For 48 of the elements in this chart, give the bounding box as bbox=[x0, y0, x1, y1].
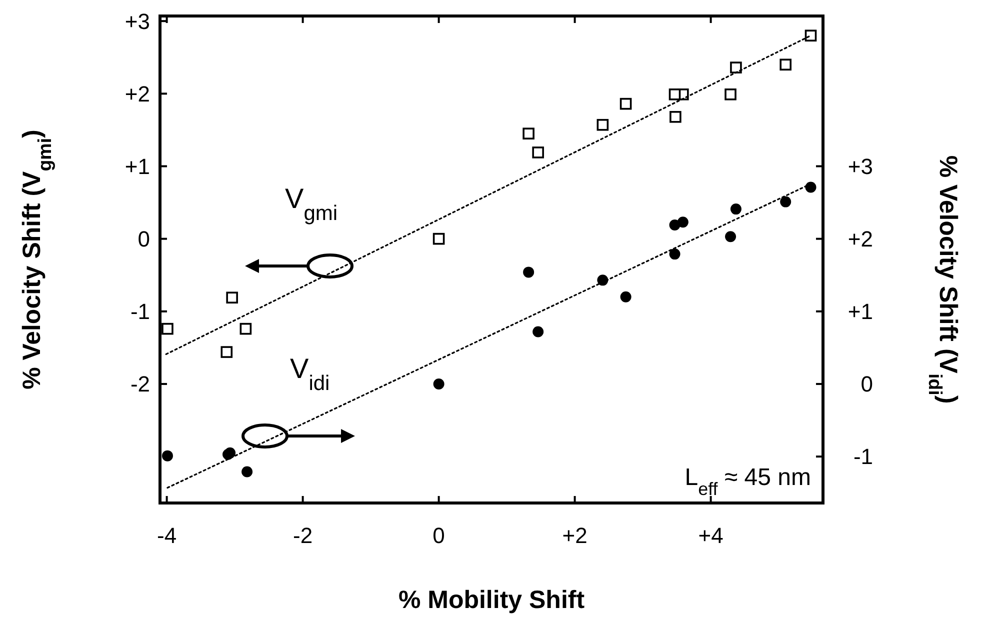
point bbox=[532, 326, 544, 338]
point bbox=[725, 231, 736, 242]
point bbox=[532, 146, 544, 158]
point bbox=[242, 466, 253, 478]
y-tick-label: -1 bbox=[130, 299, 150, 324]
y-tick-label: +2 bbox=[124, 81, 150, 106]
point bbox=[668, 88, 681, 100]
point bbox=[620, 291, 632, 302]
annotation: V$_{gmi}$ bbox=[285, 183, 338, 224]
point bbox=[226, 292, 238, 304]
point bbox=[780, 58, 792, 71]
point bbox=[222, 448, 234, 460]
point bbox=[677, 216, 688, 228]
x-tick-label: -4 bbox=[157, 523, 177, 548]
point bbox=[730, 62, 742, 74]
point bbox=[432, 232, 445, 245]
point bbox=[433, 378, 444, 390]
y2-tick-label: 0 bbox=[860, 372, 873, 397]
point bbox=[162, 322, 174, 335]
x-tick-label: +4 bbox=[698, 523, 724, 548]
point bbox=[596, 118, 609, 131]
x-axis-title: % Mobility Shift bbox=[398, 586, 586, 614]
point bbox=[670, 110, 682, 123]
point bbox=[523, 266, 534, 278]
y2-tick-label: +2 bbox=[848, 226, 873, 252]
y-tick-label: +1 bbox=[124, 154, 150, 179]
point bbox=[620, 98, 632, 110]
x-tick-label: +2 bbox=[562, 523, 588, 548]
point bbox=[522, 128, 534, 140]
point bbox=[669, 248, 680, 260]
y-tick-label: -2 bbox=[130, 372, 150, 397]
y-tick-label: 0 bbox=[138, 226, 150, 252]
annotation: L$_{eff}$ ≈ 45 nm bbox=[684, 464, 811, 499]
x-tick-label: 0 bbox=[432, 523, 445, 548]
x-tick-label: -2 bbox=[293, 523, 313, 548]
point bbox=[730, 204, 742, 215]
y2-tick-label: +3 bbox=[848, 154, 873, 179]
point bbox=[220, 346, 233, 358]
point bbox=[724, 88, 736, 100]
point bbox=[240, 322, 252, 335]
y2-tick-label: -1 bbox=[853, 444, 873, 470]
point bbox=[804, 30, 817, 42]
y2-tick-label: +1 bbox=[848, 299, 873, 324]
point bbox=[780, 196, 792, 208]
y-tick-label: +3 bbox=[124, 8, 150, 34]
annotation: V$_{idi}$ bbox=[290, 353, 330, 394]
point bbox=[669, 220, 680, 231]
point bbox=[162, 450, 173, 462]
